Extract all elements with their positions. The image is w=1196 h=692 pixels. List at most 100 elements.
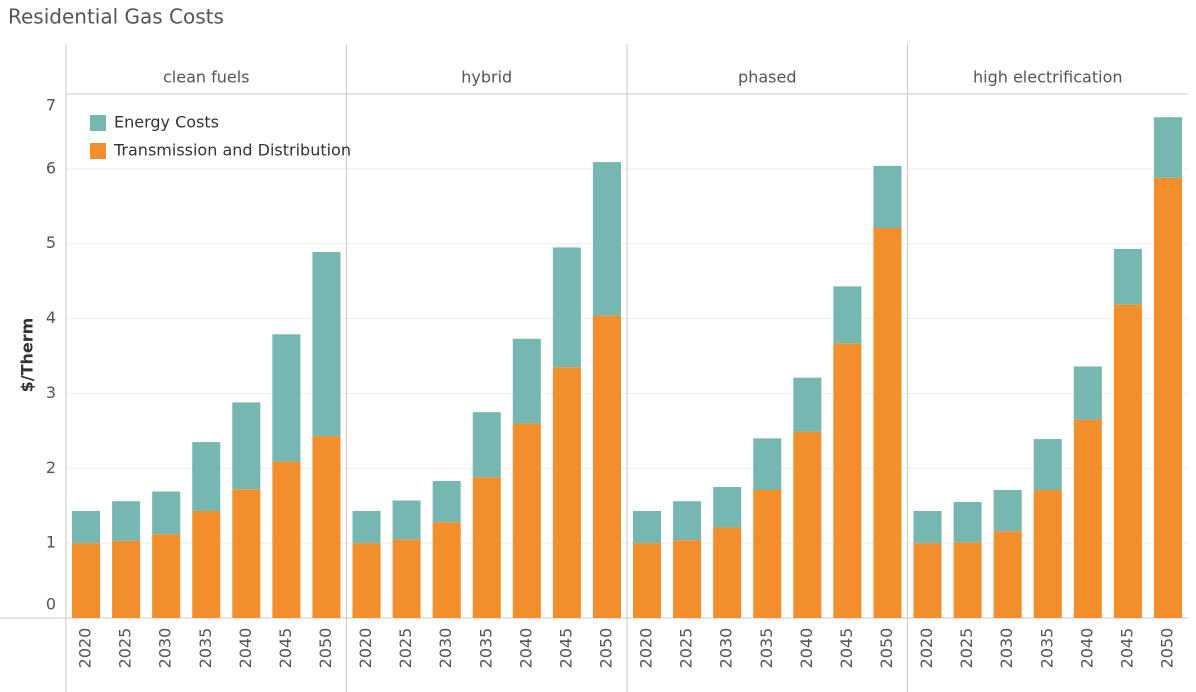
legend-label: Transmission and Distribution xyxy=(113,141,351,160)
x-tick-label: 2030 xyxy=(156,628,175,669)
bar-segment xyxy=(552,247,581,368)
bar-segment xyxy=(633,510,662,544)
bar-segment xyxy=(673,501,702,541)
bar-segment xyxy=(1113,248,1142,305)
bar-segment xyxy=(753,489,782,618)
bar-segment xyxy=(512,423,541,618)
bar-segment xyxy=(953,501,982,543)
bar-segment xyxy=(1153,177,1182,618)
bar-segment xyxy=(1073,419,1102,618)
bar-segment xyxy=(592,315,621,618)
bar-segment xyxy=(192,510,221,618)
bar-segment xyxy=(913,543,942,618)
bar-segment xyxy=(1153,117,1182,178)
bar-segment xyxy=(312,436,341,618)
x-tick-label: 2025 xyxy=(677,628,696,669)
bar-segment xyxy=(312,251,341,437)
x-tick-label: 2050 xyxy=(877,628,896,669)
bar-segment xyxy=(232,489,261,618)
facet-label: clean fuels xyxy=(163,68,250,87)
facet-label: hybrid xyxy=(461,68,512,87)
bar-segment xyxy=(432,481,461,523)
x-tick-label: 2040 xyxy=(516,628,535,669)
x-tick-label: 2030 xyxy=(436,628,455,669)
y-tick-label: 0 xyxy=(46,595,56,614)
bar-segment xyxy=(993,531,1022,618)
bar-segment xyxy=(472,412,501,478)
x-tick-label: 2045 xyxy=(556,628,575,669)
y-tick-label: 6 xyxy=(46,158,56,177)
bar-segment xyxy=(352,543,381,618)
bar-segment xyxy=(633,543,662,618)
bar-segment xyxy=(552,367,581,618)
bar-segment xyxy=(232,402,261,490)
y-tick-label: 7 xyxy=(46,96,56,115)
x-tick-label: 2040 xyxy=(1077,628,1096,669)
bar-segment xyxy=(793,377,822,432)
chart-title: Residential Gas Costs xyxy=(8,5,224,29)
bar-segment xyxy=(112,501,141,541)
y-tick-label: 2 xyxy=(46,458,56,477)
x-tick-label: 2045 xyxy=(1117,628,1136,669)
x-tick-label: 2050 xyxy=(596,628,615,669)
x-tick-label: 2020 xyxy=(637,628,656,669)
x-tick-label: 2050 xyxy=(1157,628,1176,669)
bar-segment xyxy=(272,334,301,462)
facet-label: high electrification xyxy=(973,68,1123,87)
bar-segment xyxy=(873,227,902,618)
bar-segment xyxy=(272,461,301,618)
facet-label: phased xyxy=(738,68,796,87)
bar-segment xyxy=(112,540,141,618)
bar-segment xyxy=(392,500,421,540)
x-tick-label: 2020 xyxy=(76,628,95,669)
x-tick-label: 2020 xyxy=(917,628,936,669)
bar-segment xyxy=(673,540,702,618)
bar-segment xyxy=(713,487,742,528)
bar-segment xyxy=(1033,489,1062,618)
y-tick-label: 5 xyxy=(46,233,56,252)
y-tick-label: 4 xyxy=(46,308,56,327)
x-tick-label: 2035 xyxy=(757,628,776,669)
bar-segment xyxy=(833,343,862,618)
y-axis-label: $/Therm xyxy=(18,318,37,393)
bar-segment xyxy=(833,286,862,344)
bar-segment xyxy=(713,527,742,618)
bar-segment xyxy=(873,165,902,228)
x-tick-label: 2045 xyxy=(276,628,295,669)
x-tick-label: 2035 xyxy=(1037,628,1056,669)
x-tick-label: 2030 xyxy=(717,628,736,669)
legend-swatch xyxy=(90,115,106,131)
x-tick-label: 2025 xyxy=(957,628,976,669)
x-tick-label: 2025 xyxy=(116,628,135,669)
x-tick-label: 2020 xyxy=(356,628,375,669)
bar-segment xyxy=(392,539,421,618)
x-tick-label: 2030 xyxy=(997,628,1016,669)
bar-segment xyxy=(192,442,221,511)
x-tick-label: 2025 xyxy=(396,628,415,669)
x-tick-label: 2040 xyxy=(236,628,255,669)
bar-segment xyxy=(72,510,101,544)
bar-segment xyxy=(753,438,782,490)
x-tick-label: 2050 xyxy=(316,628,335,669)
bar-segment xyxy=(352,510,381,544)
x-tick-label: 2035 xyxy=(476,628,495,669)
y-tick-label: 3 xyxy=(46,383,56,402)
bar-segment xyxy=(592,162,621,316)
bar-segment xyxy=(1033,439,1062,490)
bar-segment xyxy=(793,431,822,618)
bar-segment xyxy=(953,542,982,618)
bar-segment xyxy=(152,534,181,618)
bar-segment xyxy=(472,477,501,618)
legend-label: Energy Costs xyxy=(114,113,219,132)
x-tick-label: 2045 xyxy=(837,628,856,669)
bar-segment xyxy=(1113,304,1142,618)
bar-segment xyxy=(512,338,541,424)
bar-segment xyxy=(913,510,942,544)
y-tick-label: 1 xyxy=(46,533,56,552)
bar-segment xyxy=(432,522,461,618)
legend-swatch xyxy=(90,143,106,159)
bar-segment xyxy=(72,543,101,618)
x-tick-label: 2040 xyxy=(797,628,816,669)
bar-segment xyxy=(1073,366,1102,420)
